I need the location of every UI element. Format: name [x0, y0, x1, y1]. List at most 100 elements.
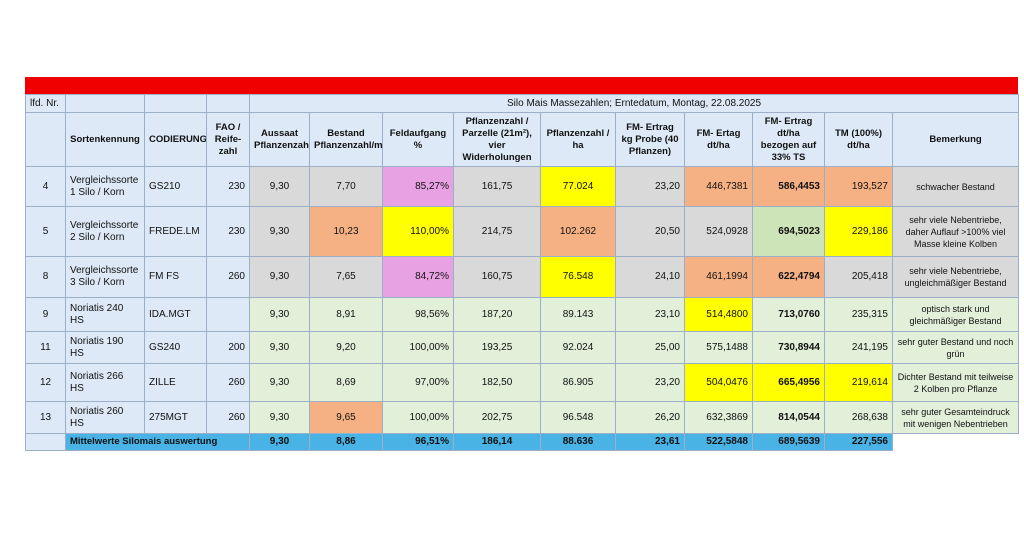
- table-row: 13 Noriatis 260 HS 275MGT 260 9,30 9,65 …: [25, 401, 1020, 434]
- pflanzen-parzelle: 214,75: [453, 206, 541, 257]
- row-number: 8: [25, 256, 66, 298]
- tm: 268,638: [824, 401, 893, 434]
- variety-name: Noriatis 260 HS: [65, 401, 145, 434]
- total-row: Mittelwerte Silomais auswertung 9,30 8,8…: [25, 433, 1019, 451]
- lfd-nr-header: lfd. Nr.: [25, 94, 66, 113]
- fao: 260: [206, 256, 250, 298]
- tm: 193,527: [824, 166, 893, 207]
- fm-kg: 23,10: [615, 297, 685, 332]
- table-row: 5 Vergleichssorte 2 Silo / Korn FREDE.LM…: [25, 206, 1020, 257]
- aussaat: 9,30: [249, 331, 310, 364]
- bestand: 10,23: [309, 206, 383, 257]
- column-header: CODIERUNG: [144, 112, 207, 167]
- pflanzen-parzelle: 161,75: [453, 166, 541, 207]
- row-number: 4: [25, 166, 66, 207]
- total-fm-dt: 522,5848: [684, 433, 753, 451]
- fm-dt: 446,7381: [684, 166, 753, 207]
- variety-name: Noriatis 266 HS: [65, 363, 145, 402]
- tm: 235,315: [824, 297, 893, 332]
- row-number: 12: [25, 363, 66, 402]
- fm-kg: 26,20: [615, 401, 685, 434]
- tm: 205,418: [824, 256, 893, 298]
- table-row: 8 Vergleichssorte 3 Silo / Korn FM FS 26…: [25, 256, 1020, 298]
- remark: schwacher Bestand: [891, 166, 1020, 207]
- code: GS240: [144, 331, 207, 364]
- total-tm: 227,556: [824, 433, 893, 451]
- column-header: FAO / Reife-zahl: [206, 112, 250, 167]
- fm-33: 622,4794: [752, 256, 825, 298]
- column-header: FM- Ertrag dt/ha bezogen auf 33% TS: [752, 112, 825, 167]
- remark: optisch stark und gleichmäßiger Bestand: [891, 297, 1020, 332]
- feldaufgang: 100,00%: [382, 401, 454, 434]
- column-header: Sortenkennung: [65, 112, 145, 167]
- fao: 260: [206, 401, 250, 434]
- table-row: 9 Noriatis 240 HS IDA.MGT 9,30 8,91 98,5…: [25, 297, 1020, 332]
- silo-mais-table: lfd. Nr. Silo Mais Massezahlen; Erntedat…: [25, 94, 1020, 451]
- red-header-bar: [25, 77, 1018, 94]
- fm-33: 586,4453: [752, 166, 825, 207]
- column-header: Pflanzenzahl / Parzelle (21m²), vier Wid…: [453, 112, 541, 167]
- fm-kg: 23,20: [615, 363, 685, 402]
- pflanzen-parzelle: 202,75: [453, 401, 541, 434]
- fm-kg: 20,50: [615, 206, 685, 257]
- fm-dt: 524,0928: [684, 206, 753, 257]
- row-number: 9: [25, 297, 66, 332]
- fm-33: 694,5023: [752, 206, 825, 257]
- aussaat: 9,30: [249, 297, 310, 332]
- code: GS210: [144, 166, 207, 207]
- fm-dt: 632,3869: [684, 401, 753, 434]
- aussaat: 9,30: [249, 401, 310, 434]
- tm: 241,195: [824, 331, 893, 364]
- total-fm-33: 689,5639: [752, 433, 825, 451]
- fm-33: 814,0544: [752, 401, 825, 434]
- pflanzen-parzelle: 182,50: [453, 363, 541, 402]
- feldaufgang: 110,00%: [382, 206, 454, 257]
- feldaufgang: 97,00%: [382, 363, 454, 402]
- tm: 229,186: [824, 206, 893, 257]
- pflanzen-parzelle: 187,20: [453, 297, 541, 332]
- column-header: TM (100%) dt/ha: [824, 112, 893, 167]
- variety-name: Vergleichssorte 1 Silo / Korn: [65, 166, 145, 207]
- pflanzen-parzelle: 160,75: [453, 256, 541, 298]
- bestand: 8,91: [309, 297, 383, 332]
- remark: sehr guter Bestand und noch grün: [891, 331, 1020, 364]
- bestand: 8,69: [309, 363, 383, 402]
- column-header: Bemerkung: [891, 112, 1020, 167]
- fm-dt: 461,1994: [684, 256, 753, 298]
- fao: 260: [206, 363, 250, 402]
- remark: sehr viele Nebentriebe, ungleichmäßiger …: [891, 256, 1020, 298]
- total-parzelle: 186,14: [453, 433, 541, 451]
- fm-kg: 25,00: [615, 331, 685, 364]
- fm-33: 730,8944: [752, 331, 825, 364]
- feldaufgang: 100,00%: [382, 331, 454, 364]
- total-fm-kg: 23,61: [615, 433, 685, 451]
- pflanzen-ha: 76.548: [540, 256, 616, 298]
- bestand: 9,20: [309, 331, 383, 364]
- pflanzen-parzelle: 193,25: [453, 331, 541, 364]
- column-header: Bestand Pflanzenzahl/m²: [309, 112, 383, 167]
- code: 275MGT: [144, 401, 207, 434]
- tm: 219,614: [824, 363, 893, 402]
- column-header: FM- Ertrag kg Probe (40 Pflanzen): [615, 112, 685, 167]
- header-row: Sortenkennung CODIERUNG FAO / Reife-zahl…: [25, 112, 1020, 167]
- fm-dt: 575,1488: [684, 331, 753, 364]
- aussaat: 9,30: [249, 363, 310, 402]
- row-number: 11: [25, 331, 66, 364]
- total-bestand: 8,86: [309, 433, 383, 451]
- feldaufgang: 84,72%: [382, 256, 454, 298]
- bestand: 7,70: [309, 166, 383, 207]
- fao: [206, 297, 250, 332]
- fao: 200: [206, 331, 250, 364]
- column-header: Pflanzenzahl / ha: [540, 112, 616, 167]
- code: IDA.MGT: [144, 297, 207, 332]
- aussaat: 9,30: [249, 166, 310, 207]
- feldaufgang: 85,27%: [382, 166, 454, 207]
- fao: 230: [206, 166, 250, 207]
- pflanzen-ha: 102.262: [540, 206, 616, 257]
- fm-kg: 24,10: [615, 256, 685, 298]
- pflanzen-ha: 86.905: [540, 363, 616, 402]
- remark: Dichter Bestand mit teilweise 2 Kolben p…: [891, 363, 1020, 402]
- feldaufgang: 98,56%: [382, 297, 454, 332]
- title-row: lfd. Nr. Silo Mais Massezahlen; Erntedat…: [25, 94, 1020, 113]
- fm-dt: 514,4800: [684, 297, 753, 332]
